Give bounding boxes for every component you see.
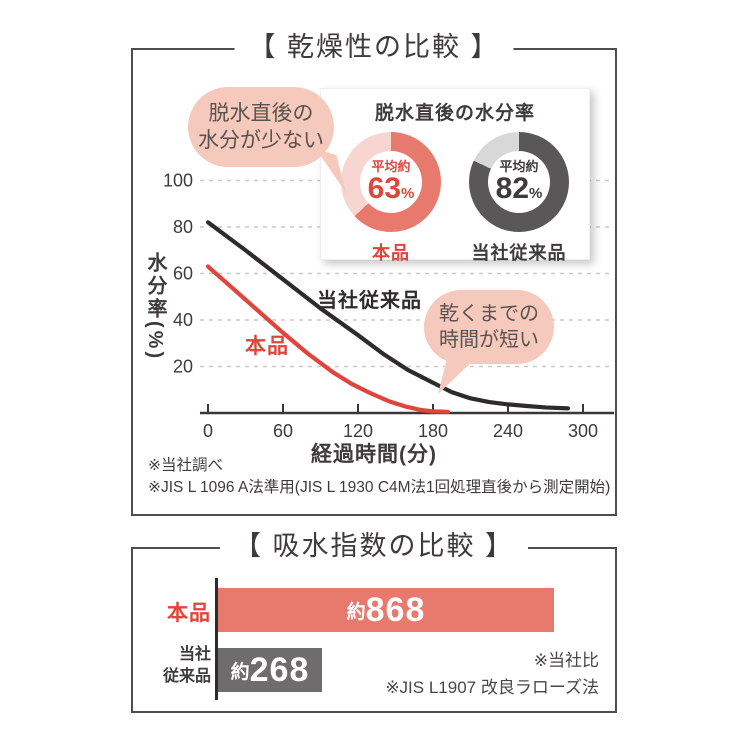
absorption-comparison-panel: 【 吸水指数の比較 】 約 868 約 268 本品 当社 従来品 ※当社比 ※JI… <box>131 528 617 713</box>
callout-less-moisture-line1: 脱水直後の <box>208 101 314 125</box>
donut-conventional-label: 当社従来品 <box>471 243 567 263</box>
bar-conventional-prefix: 約 <box>230 661 250 683</box>
donut-conventional-prefix: 平均約 <box>499 158 539 174</box>
donut-honpin-value: 63% <box>368 174 415 204</box>
svg-text:0: 0 <box>203 421 213 441</box>
moisture-inset-card: 脱水直後の水分率 平均約 63% 本品 平均約 82% <box>320 88 590 263</box>
callout-dries-fast-line2: 時間が短い <box>439 329 539 351</box>
svg-text:20: 20 <box>173 357 193 377</box>
bar-label-conventional-line2: 従来品 <box>162 667 211 685</box>
bar-conventional: 約 268 <box>218 648 322 692</box>
donut-chart-conventional: 平均約 82% <box>469 132 569 232</box>
svg-text:40: 40 <box>173 310 193 330</box>
absorption-footnotes: ※当社比 ※JIS L1907 改良ラローズ法 <box>385 648 599 701</box>
svg-text:60: 60 <box>173 264 193 284</box>
footnote-jis-method: ※JIS L 1096 A法準用(JIS L 1930 C4M法1回処理直後から… <box>148 479 611 497</box>
inset-title: 脱水直後の水分率 <box>374 103 535 124</box>
donut-chart-honpin: 平均約 63% <box>341 132 441 232</box>
callout-dries-fast-line1: 乾くまでの <box>439 303 539 325</box>
bar-label-conventional-line1: 当社 <box>178 646 211 663</box>
donut-honpin-unit: % <box>401 185 415 203</box>
donut-honpin-prefix: 平均約 <box>371 158 411 174</box>
bar-honpin-prefix: 約 <box>346 601 366 623</box>
bar-honpin: 約 868 <box>218 588 554 632</box>
donut-conventional-value: 82% <box>496 174 543 204</box>
bar-label-honpin: 本品 <box>167 602 211 625</box>
callout-less-moisture: 脱水直後の 水分が少ない <box>188 87 346 193</box>
absorption-panel-title: 【 吸水指数の比較 】 <box>219 528 529 566</box>
footnote-jis-l1907: ※JIS L1907 改良ラローズ法 <box>385 677 599 697</box>
bar-honpin-number: 868 <box>365 591 426 629</box>
svg-text:300: 300 <box>568 421 598 441</box>
donut-honpin-center: 平均約 63% <box>360 151 422 213</box>
donut-honpin-label: 本品 <box>372 243 410 263</box>
drying-footnotes: ※当社調べ ※JIS L 1096 A法準用(JIS L 1930 C4M法1回… <box>148 455 610 500</box>
donut-row: 平均約 63% 本品 平均約 82% 当社従来品 <box>321 132 589 265</box>
footnote-company-comparison: ※当社比 <box>533 651 599 671</box>
svg-text:240: 240 <box>493 421 523 441</box>
y-axis-label: 水分率(%) <box>144 252 166 362</box>
bar-label-conventional: 当社 従来品 <box>137 644 211 687</box>
bar-chart-axis <box>215 578 218 700</box>
x-axis-label: 経過時間(分) <box>311 443 437 466</box>
bar-conventional-number: 268 <box>249 651 310 689</box>
svg-text:180: 180 <box>418 421 448 441</box>
svg-text:80: 80 <box>173 217 193 237</box>
drying-panel-title: 【 乾燥性の比較 】 <box>234 29 514 67</box>
donut-honpin-number: 63 <box>367 172 402 206</box>
svg-text:100: 100 <box>163 171 193 191</box>
donut-conventional-group: 平均約 82% 当社従来品 <box>462 132 576 265</box>
series-label-conventional: 当社従来品 <box>317 290 422 312</box>
donut-conventional-unit: % <box>529 185 543 203</box>
donut-honpin-group: 平均約 63% 本品 <box>334 132 448 265</box>
donut-conventional-center: 平均約 82% <box>488 151 550 213</box>
svg-text:60: 60 <box>273 421 293 441</box>
series-label-honpin: 本品 <box>245 335 289 358</box>
donut-conventional-number: 82 <box>495 172 530 206</box>
drying-comparison-panel: 【 乾燥性の比較 】 20 40 60 80 100 0 60 120 180 240 300 水分… <box>131 29 617 516</box>
footnote-company-survey: ※当社調べ <box>148 457 223 474</box>
svg-text:120: 120 <box>343 421 373 441</box>
callout-less-moisture-line2: 水分が少ない <box>198 129 324 152</box>
callout-dries-fast: 乾くまでの 時間が短い <box>424 290 554 394</box>
